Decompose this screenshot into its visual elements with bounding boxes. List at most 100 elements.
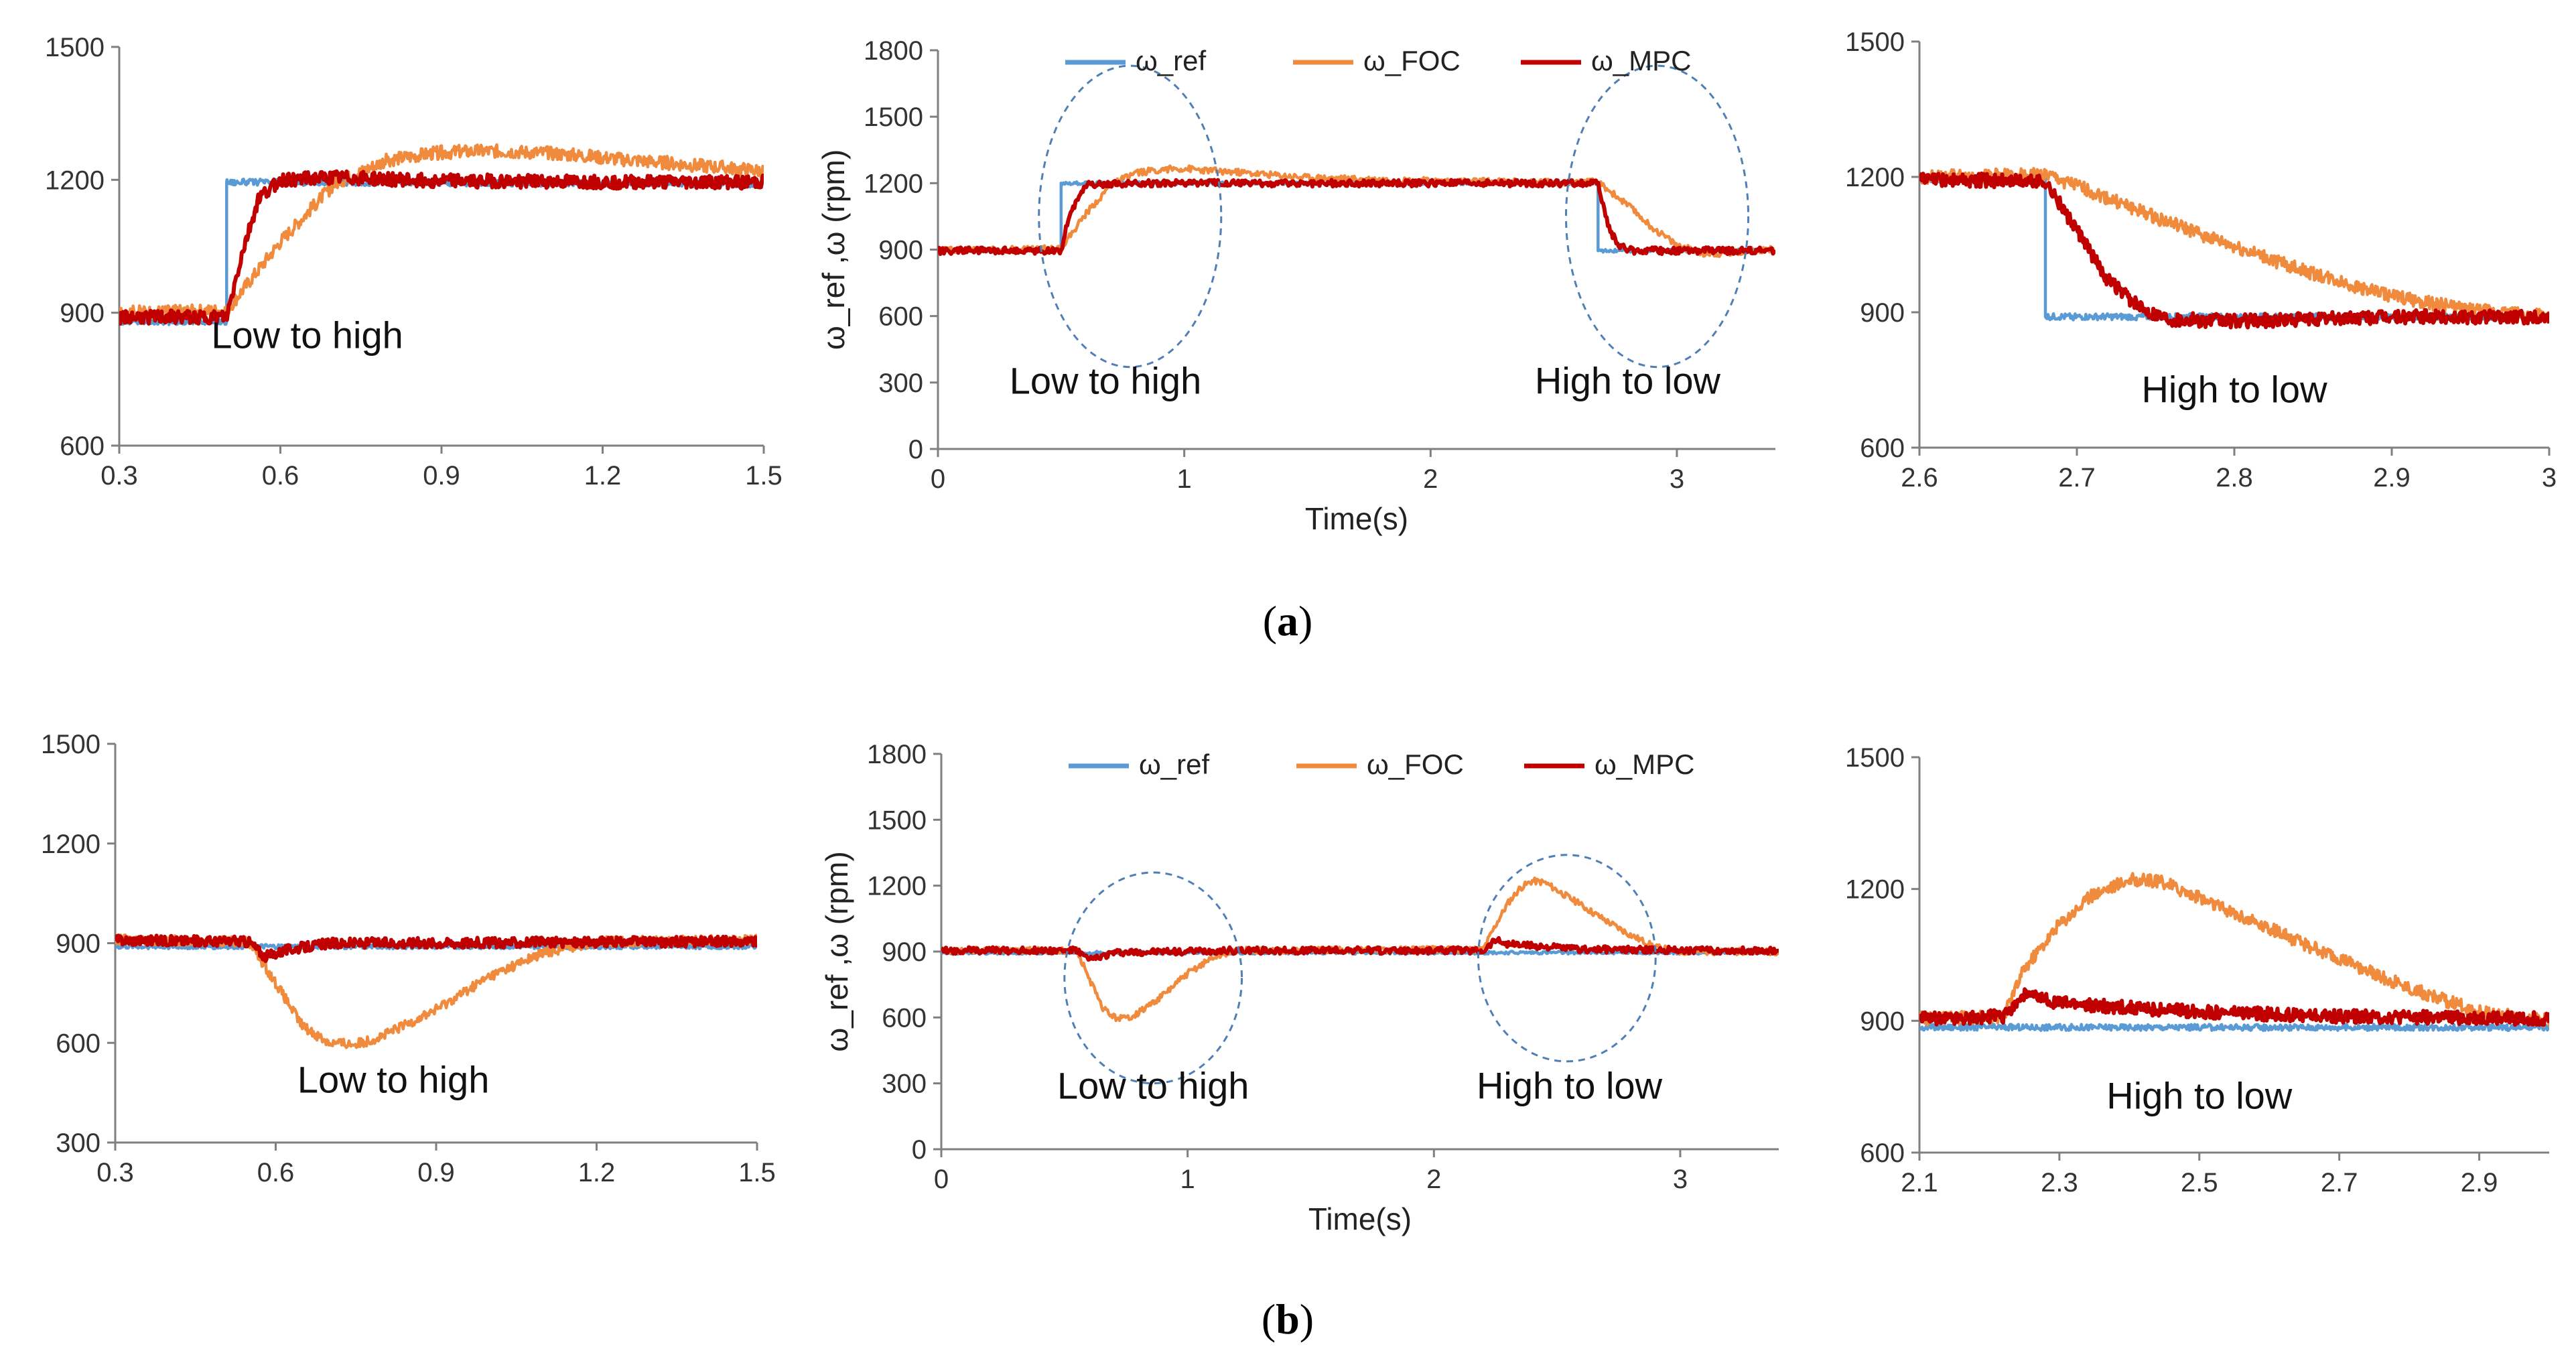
annotation-label: Low to high: [1057, 1065, 1249, 1107]
annotation-label: Low to high: [297, 1059, 489, 1101]
highlight-ellipse: [1477, 854, 1657, 1063]
x-axis-title: Time(s): [1305, 501, 1408, 536]
x-tick-label: 2: [1423, 464, 1438, 494]
series-foc-line: [115, 933, 757, 1049]
chart-a-right: 600 900 1200 1500 2.6 2.7 2.8 2.9 3 High to low: [1845, 27, 2557, 493]
y-tick-label: 1500: [41, 730, 100, 759]
x-tick-label: 2.8: [2216, 463, 2253, 493]
x-tick-label: 0.6: [262, 461, 299, 491]
caption-b: (b): [1262, 1295, 1314, 1343]
x-tick-label: 2.9: [2373, 463, 2411, 493]
y-tick-label: 1500: [1845, 743, 1905, 773]
x-tick-label: 1.2: [584, 461, 622, 491]
series-mpc-line: [938, 178, 1775, 257]
y-tick-label: 1200: [1845, 163, 1905, 192]
x-tick-label: 1.5: [745, 461, 783, 491]
y-tick-label: 900: [1860, 298, 1905, 328]
y-tick-label: 600: [56, 1029, 100, 1058]
y-tick-label: 1500: [864, 103, 923, 132]
annotation-label: Low to high: [211, 314, 403, 356]
y-tick-label: 300: [878, 369, 923, 398]
series-layer: [1919, 167, 2549, 330]
series-foc-line: [1919, 872, 2549, 1028]
x-tick-label: 0.6: [257, 1158, 295, 1187]
y-tick-label: 1200: [864, 169, 923, 198]
annotation-label: Low to high: [1010, 359, 1201, 401]
y-tick-label: 1500: [867, 805, 927, 835]
x-tick-label: 1.2: [578, 1158, 616, 1187]
series-foc-line: [1919, 167, 2549, 324]
y-tick-label: 1200: [45, 166, 105, 195]
series-ref-line: [1919, 1023, 2549, 1032]
x-tick-label: 0.9: [423, 461, 460, 491]
y-tick-label: 600: [1860, 1139, 1905, 1168]
series-ref-line: [119, 178, 764, 326]
y-tick-label: 1800: [867, 740, 927, 769]
x-tick-label: 2.7: [2321, 1168, 2358, 1197]
y-tick-label: 0: [912, 1135, 927, 1165]
y-tick-label: 300: [882, 1069, 927, 1099]
x-tick-label: 0.3: [96, 1158, 134, 1187]
y-axis-title: ω_ref ,ω (rpm): [819, 851, 854, 1051]
x-tick-label: 0.3: [100, 461, 138, 491]
legend-label-mpc: ω_MPC: [1595, 749, 1694, 780]
x-tick-label: 2: [1426, 1165, 1441, 1194]
legend-label-mpc: ω_MPC: [1591, 45, 1691, 76]
y-tick-label: 900: [60, 299, 105, 328]
x-tick-label: 0: [934, 1165, 949, 1194]
series-layer: [115, 933, 757, 1049]
y-tick-label: 300: [56, 1128, 100, 1158]
chart-b-left: 300 600 900 1200 1500 0.3 0.6 0.9 1.2 1.5 Low to h…: [41, 730, 776, 1187]
annotation-label: High to low: [1535, 359, 1721, 401]
y-tick-label: 900: [882, 937, 927, 967]
legend-label-ref: ω_ref: [1136, 45, 1206, 76]
y-tick-label: 600: [1860, 434, 1905, 463]
legend-label-foc: ω_FOC: [1367, 749, 1464, 780]
x-tick-label: 2.3: [2041, 1168, 2078, 1197]
series-mpc-line: [1919, 172, 2549, 330]
legend-label-ref: ω_ref: [1139, 749, 1209, 780]
y-tick-label: 0: [908, 435, 923, 464]
x-tick-label: 3: [1670, 464, 1684, 494]
x-axis-title: Time(s): [1308, 1202, 1412, 1236]
x-tick-label: 2.7: [2058, 463, 2096, 493]
legend: ω_ref ω_FOC ω_MPC: [1069, 749, 1694, 780]
x-tick-label: 1.5: [738, 1158, 776, 1187]
annotation-label: High to low: [1477, 1065, 1663, 1107]
y-tick-label: 900: [878, 236, 923, 265]
highlight-ellipse: [1063, 871, 1243, 1085]
y-tick-label: 600: [878, 302, 923, 332]
series-mpc-line: [941, 935, 1779, 962]
series-layer: [119, 143, 764, 326]
x-tick-label: 0: [931, 464, 945, 494]
y-tick-label: 900: [1860, 1007, 1905, 1036]
y-tick-label: 600: [60, 432, 105, 461]
chart-b-right: 600 900 1200 1500 2.1 2.3 2.5 2.7 2.9 High to low: [1845, 743, 2549, 1197]
y-tick-label: 900: [56, 929, 100, 959]
legend: ω_ref ω_FOC ω_MPC: [1065, 45, 1691, 76]
annotation-label: High to low: [2141, 369, 2327, 411]
y-axis-title: ω_ref ,ω (rpm): [816, 149, 851, 350]
y-tick-label: 600: [882, 1003, 927, 1033]
chart-a-left: 600 900 1200 1500 0.3 0.6 0.9 1.2 1.5 Low to high: [45, 33, 783, 491]
x-tick-label: 3: [2542, 463, 2557, 493]
series-layer: [938, 164, 1775, 259]
legend-label-foc: ω_FOC: [1363, 45, 1461, 76]
y-tick-label: 1800: [864, 36, 923, 66]
series-mpc-line: [115, 933, 757, 964]
series-layer: [1919, 872, 2549, 1032]
x-tick-label: 1: [1180, 1165, 1195, 1194]
y-tick-label: 1500: [45, 33, 105, 62]
y-tick-label: 1200: [41, 830, 100, 859]
y-tick-label: 1200: [1845, 875, 1905, 905]
caption-a: (a): [1263, 597, 1313, 645]
chart-b-mid: 0 300 600 900 1200 1500 1800 0 1 2 3 Low to high Hig…: [819, 740, 1779, 1236]
series-mpc-line: [119, 169, 764, 326]
series-mpc-line: [1919, 987, 2549, 1027]
x-tick-label: 3: [1673, 1165, 1688, 1194]
x-tick-label: 2.1: [1901, 1168, 1938, 1197]
highlight-ellipse: [1038, 64, 1223, 369]
y-tick-label: 1200: [867, 872, 927, 901]
